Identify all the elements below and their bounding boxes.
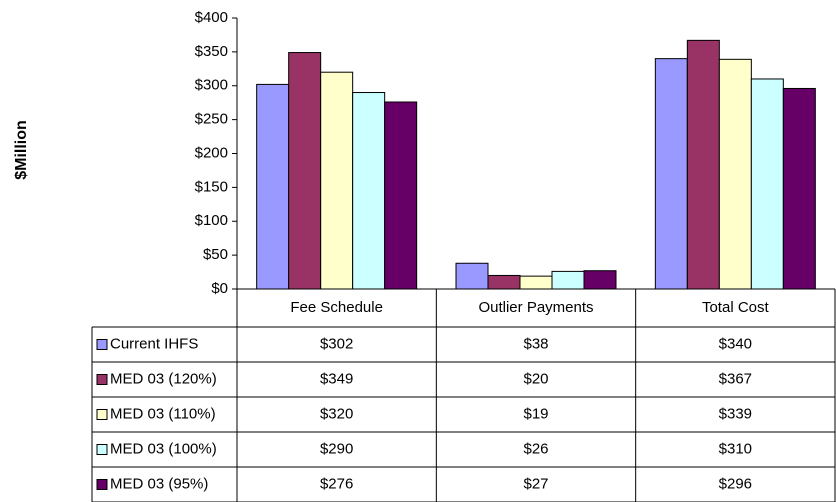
legend-label: Current IHFS — [110, 335, 198, 352]
data-label: $19 — [523, 405, 548, 422]
bar — [320, 71, 354, 290]
y-axis-label: $Million — [13, 120, 30, 180]
data-label: $290 — [320, 440, 353, 457]
data-label: $340 — [719, 335, 752, 352]
data-label: $310 — [719, 440, 752, 457]
bar — [288, 52, 322, 290]
data-label: $26 — [523, 440, 548, 457]
y-tick-label: $400 — [195, 9, 228, 26]
bar — [352, 92, 386, 290]
data-label: $20 — [523, 370, 548, 387]
y-tick-label: $150 — [195, 178, 228, 195]
legend-swatch — [96, 409, 108, 420]
y-tick-label: $50 — [203, 246, 228, 263]
legend-swatch — [96, 444, 108, 455]
data-label: $367 — [719, 370, 752, 387]
bar — [583, 270, 617, 290]
bar — [384, 101, 418, 290]
legend-swatch — [96, 479, 108, 490]
bar — [750, 78, 784, 290]
bar — [519, 275, 553, 290]
data-label: $38 — [523, 335, 548, 352]
y-tick-label: $250 — [195, 111, 228, 128]
bar — [551, 270, 585, 290]
data-label: $276 — [320, 475, 353, 492]
legend-label: MED 03 (120%) — [110, 370, 217, 387]
data-label: $349 — [320, 370, 353, 387]
data-label: $296 — [719, 475, 752, 492]
y-tick-label: $0 — [211, 280, 228, 297]
legend-label: MED 03 (95%) — [110, 475, 208, 492]
legend-swatch — [96, 339, 108, 350]
bar — [455, 262, 489, 290]
data-label: $339 — [719, 405, 752, 422]
x-tick-label: Total Cost — [702, 299, 770, 316]
y-tick-label: $100 — [195, 212, 228, 229]
data-label: $302 — [320, 335, 353, 352]
legend-label: MED 03 (100%) — [110, 440, 217, 457]
bar — [686, 39, 720, 290]
bar — [718, 58, 752, 290]
bar — [487, 274, 521, 290]
x-tick-label: Outlier Payments — [478, 299, 593, 316]
y-tick-label: $350 — [195, 43, 228, 60]
y-tick-label: $300 — [195, 77, 228, 94]
bar — [782, 87, 816, 290]
y-tick-label: $200 — [195, 144, 228, 161]
data-label: $320 — [320, 405, 353, 422]
legend-swatch — [96, 374, 108, 385]
bar — [256, 83, 290, 290]
legend-label: MED 03 (110%) — [110, 405, 216, 422]
data-label: $27 — [523, 475, 548, 492]
bar — [654, 58, 688, 290]
x-tick-label: Fee Schedule — [290, 299, 383, 316]
